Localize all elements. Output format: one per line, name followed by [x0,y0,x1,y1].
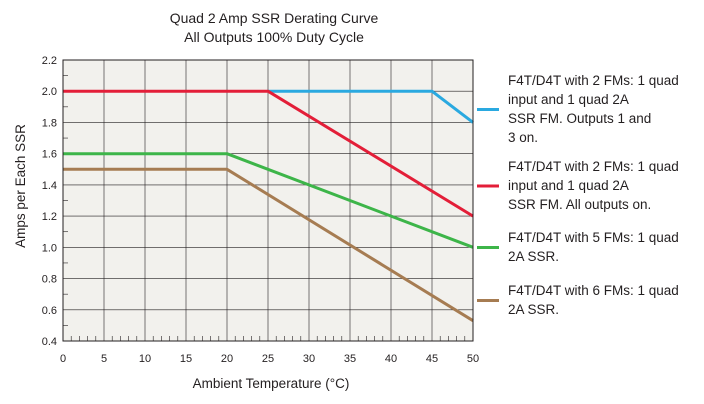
legend-label-1-line-4: 3 on. [508,130,538,145]
y-tick-label-4: 1.2 [42,211,57,223]
legend-label-2-line-3: SSR FM. All outputs on. [508,197,651,212]
legend-item-1: F4T/D4T with 2 FMs: 1 quad input and 1 qu… [477,73,679,145]
x-axis-label: Ambient Temperature (°C) [193,376,350,391]
legend-item-2: F4T/D4T with 2 FMs: 1 quad input and 1 qu… [477,159,679,212]
plot-frame [62,59,474,342]
legend-label-3: F4T/D4T with 5 FMs: 1 quad 2A SSR. [508,230,679,264]
x-tick-label-9: 45 [426,353,438,365]
chart-title-line-2: All Outputs 100% Duty Cycle [184,29,364,45]
series-line-1 [268,89,474,124]
x-tick-labels: 0 5 10 15 20 25 30 35 40 45 50 [60,353,479,365]
legend-item-4: F4T/D4T with 6 FMs: 1 quad 2A SSR. [477,283,679,317]
x-tick-label-2: 10 [139,353,151,365]
y-tick-label-1: 0.6 [42,305,57,317]
series-line-3 [63,152,474,249]
x-tick-label-5: 25 [262,353,274,365]
legend-label-2-line-1: F4T/D4T with 2 FMs: 1 quad [508,159,679,174]
y-axis-label: Amps per Each SSR [13,124,28,248]
y-tick-label-0: 0.4 [42,336,57,348]
chart-title-line-1: Quad 2 Amp SSR Derating Curve [170,10,379,26]
y-tick-label-6: 1.6 [42,149,57,161]
x-tick-label-10: 50 [467,353,479,365]
legend-label-1-line-2: input and 1 quad 2A [508,92,629,107]
x-tick-label-1: 5 [101,353,107,365]
series-layer [63,89,474,322]
legend-label-3-line-2: 2A SSR. [508,249,559,264]
legend-label-4-line-1: F4T/D4T with 6 FMs: 1 quad [508,283,679,298]
y-tick-label-3: 1.0 [42,242,57,254]
y-tick-label-9: 2.2 [42,55,57,67]
legend-label-1: F4T/D4T with 2 FMs: 1 quad input and 1 qu… [508,73,679,145]
series-line-4 [63,167,474,322]
x-tick-label-8: 40 [385,353,397,365]
legend-label-4-line-2: 2A SSR. [508,302,559,317]
legend-label-3-line-1: F4T/D4T with 5 FMs: 1 quad [508,230,679,245]
legend-label-1-line-1: F4T/D4T with 2 FMs: 1 quad [508,73,679,88]
y-tick-label-2: 0.8 [42,274,57,286]
minor-ticks [63,75,466,341]
x-tick-label-3: 15 [180,353,192,365]
series-line-2 [63,89,474,218]
legend-label-4: F4T/D4T with 6 FMs: 1 quad 2A SSR. [508,283,679,317]
legend-item-3: F4T/D4T with 5 FMs: 1 quad 2A SSR. [477,230,679,264]
y-tick-label-8: 2.0 [42,86,57,98]
x-tick-label-6: 30 [303,353,315,365]
x-tick-label-0: 0 [60,353,66,365]
y-tick-label-7: 1.8 [42,117,57,129]
y-tick-labels: 0.4 0.6 0.8 1.0 1.2 1.4 1.6 1.8 2.0 2.2 [42,55,57,348]
y-tick-label-5: 1.4 [42,180,57,192]
legend-label-2: F4T/D4T with 2 FMs: 1 quad input and 1 qu… [508,159,679,212]
legend: F4T/D4T with 2 FMs: 1 quad input and 1 qu… [477,73,679,317]
x-tick-label-7: 35 [344,353,356,365]
legend-label-1-line-3: SSR FM. Outputs 1 and [508,111,651,126]
x-tick-label-4: 20 [221,353,233,365]
legend-label-2-line-2: input and 1 quad 2A [508,178,629,193]
